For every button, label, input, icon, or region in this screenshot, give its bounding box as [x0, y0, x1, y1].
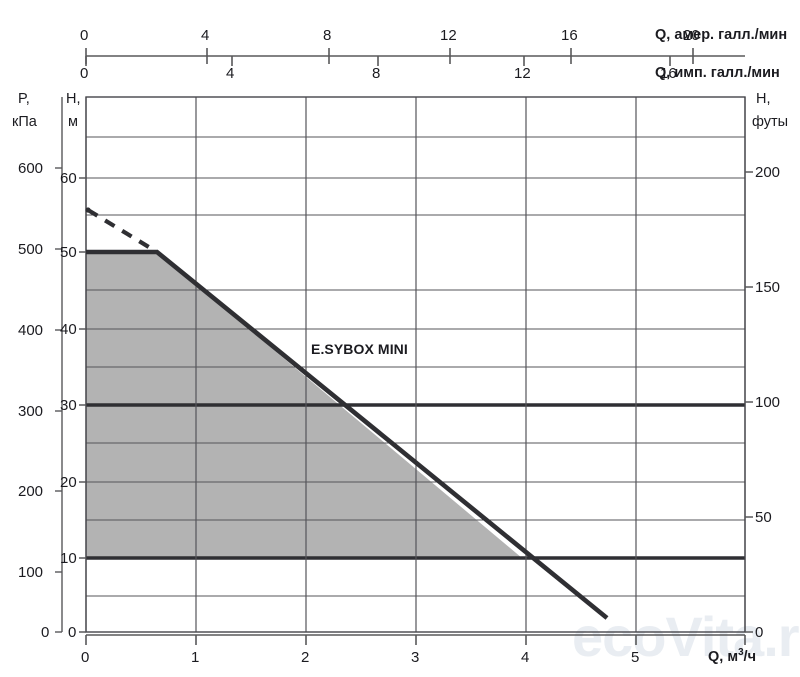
left-head-tick-50: 50 [60, 244, 77, 261]
plot-frame [85, 96, 746, 633]
top-imp-tick-3: 12 [514, 65, 531, 82]
left-head-axis-title: H, [66, 91, 81, 107]
top-us-tick-2: 8 [323, 27, 332, 44]
bottom-q-tick-2: 2 [301, 649, 310, 666]
left-pressure-tick-200: 200 [18, 483, 44, 500]
left-pressure-tick-600: 600 [18, 160, 44, 177]
left-pressure-axis-unit: кПа [12, 114, 37, 130]
top-us-tick-3: 12 [440, 27, 457, 44]
top-imp-tick-4: 16 [660, 65, 677, 82]
left-pressure-tick-400: 400 [18, 322, 44, 339]
left-head-tick-0: 0 [68, 624, 77, 641]
right-head-axis [745, 171, 753, 633]
right-head-axis-title: H, [756, 91, 771, 107]
right-head-tick-200: 200 [755, 164, 781, 181]
curve-dashed-extension [86, 208, 159, 254]
duty-curve [86, 249, 609, 620]
left-head-tick-20: 20 [60, 474, 77, 491]
left-pressure-tick-100: 100 [18, 564, 44, 581]
left-pressure-axis [55, 97, 63, 633]
left-pressure-tick-0: 0 [41, 624, 50, 641]
left-head-axis-unit: м [68, 114, 78, 130]
top-us-tick-5: 20 [683, 27, 700, 44]
top-imp-tick-2: 8 [372, 65, 381, 82]
bottom-q-tick-4: 4 [521, 649, 530, 666]
bottom-q-axis [85, 634, 746, 645]
left-head-tick-10: 10 [60, 550, 77, 567]
bottom-q-tick-5: 5 [631, 649, 640, 666]
bottom-q-axis-title: Q, м3/ч [708, 647, 756, 665]
top-imp-tick-0: 0 [80, 65, 89, 82]
right-head-tick-50: 50 [755, 509, 772, 526]
top-imp-axis [85, 56, 671, 66]
top-us-tick-0: 0 [80, 27, 89, 44]
top-us-tick-4: 16 [561, 27, 578, 44]
right-head-tick-0: 0 [755, 624, 764, 641]
top-imp-tick-1: 4 [226, 65, 235, 82]
bottom-q-axis-title-text: Q, м3/ч [708, 647, 756, 665]
bottom-q-tick-3: 3 [411, 649, 420, 666]
left-pressure-axis-title: P, [18, 91, 30, 107]
top-us-axis [85, 48, 745, 64]
curve-annotation-label: E.SYBOX MINI [311, 341, 408, 357]
left-head-tick-40: 40 [60, 321, 77, 338]
curve-start-marker [85, 207, 91, 213]
left-head-tick-60: 60 [60, 170, 77, 187]
left-pressure-tick-500: 500 [18, 241, 44, 258]
top-imp-axis-title: Q, имп. галл./мин [655, 65, 780, 81]
bottom-q-tick-0: 0 [81, 649, 90, 666]
right-head-tick-150: 150 [755, 279, 781, 296]
right-head-tick-100: 100 [755, 394, 781, 411]
top-us-tick-1: 4 [201, 27, 210, 44]
top-us-axis-title: Q, амер. галл./мин [655, 27, 788, 43]
left-pressure-tick-300: 300 [18, 403, 44, 420]
left-head-axis [79, 177, 86, 633]
left-head-tick-30: 30 [60, 397, 77, 414]
bottom-q-tick-1: 1 [191, 649, 200, 666]
right-head-axis-unit: футы [752, 114, 789, 130]
